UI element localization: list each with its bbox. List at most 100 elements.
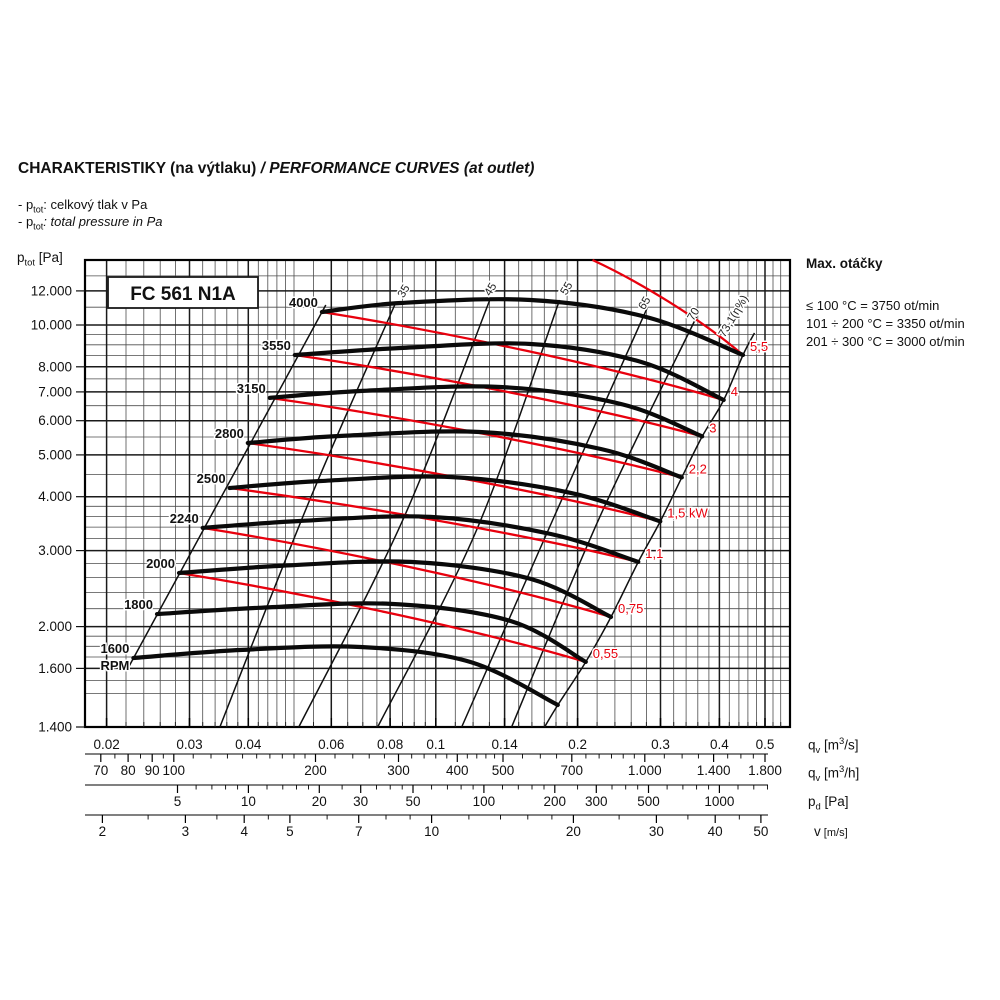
svg-text:700: 700: [561, 763, 584, 778]
svg-text:8.000: 8.000: [38, 359, 72, 374]
power-label: 0,55: [593, 646, 618, 661]
svg-text:500: 500: [637, 794, 660, 809]
svg-text:30: 30: [649, 824, 664, 839]
fan-curves: [131, 297, 746, 708]
svg-text:1.000: 1.000: [628, 763, 662, 778]
svg-text:0.03: 0.03: [176, 737, 202, 752]
power-curve: [178, 571, 587, 664]
x-axis-v_ms: 2 3 4 5 7 10 20 30 40 50: [85, 814, 768, 839]
rpm-label: 3150: [237, 381, 266, 396]
rpm-unit-label: RPM: [101, 658, 130, 673]
svg-text:20: 20: [566, 824, 581, 839]
svg-text:0.1: 0.1: [426, 737, 445, 752]
svg-text:50: 50: [753, 824, 768, 839]
svg-text:0.02: 0.02: [93, 737, 119, 752]
x-axis-qv_m3h: 70 80 90 100 200 300 400 500 700 1.000 1.400 1.800: [85, 753, 782, 778]
svg-text:50: 50: [405, 794, 420, 809]
svg-text:70: 70: [93, 763, 108, 778]
model-label-box: FC 561 N1A: [107, 276, 259, 309]
rpm-label: 4000: [289, 295, 318, 310]
ptot-axis-title: ptot [Pa]: [17, 250, 63, 269]
surge-line: [127, 304, 327, 669]
rpm-label: 2000: [146, 556, 175, 571]
fan-curve-1600: [131, 644, 560, 708]
rpm-label: 3550: [262, 338, 291, 353]
svg-text:5: 5: [174, 794, 182, 809]
fan-curve-3550: [292, 341, 726, 403]
curve-labels: 1600 RPM 1800 2000 2240 2500 2800 3150 3550 4000 0…: [99, 279, 770, 675]
svg-text:2: 2: [99, 824, 107, 839]
svg-text:4: 4: [240, 824, 248, 839]
power-label: 2,2: [689, 461, 707, 476]
power-label: 4: [731, 384, 738, 399]
svg-text:300: 300: [387, 763, 410, 778]
fan-curve-2500: [227, 474, 663, 524]
svg-text:1.800: 1.800: [748, 763, 782, 778]
svg-text:1.400: 1.400: [38, 720, 72, 735]
rpm-label: 1800: [124, 597, 153, 612]
fan-curve-4000: [319, 297, 746, 358]
svg-text:0.14: 0.14: [491, 737, 518, 752]
svg-text:0.3: 0.3: [651, 737, 670, 752]
svg-text:80: 80: [121, 763, 136, 778]
flow-m3s-axis-title: qv [m3/s]: [808, 736, 859, 757]
svg-text:3: 3: [182, 824, 190, 839]
page-title-cz: CHARAKTERISTIKY (na výtlaku): [18, 160, 257, 177]
flow-m3h-axis-title: qv [m3/h]: [808, 764, 860, 785]
svg-text:2.000: 2.000: [38, 619, 72, 634]
efficiency-label: 73,1(η%): [717, 293, 751, 339]
efficiency-label: 45: [483, 281, 500, 298]
svg-text:0.08: 0.08: [377, 737, 403, 752]
svg-text:6.000: 6.000: [38, 413, 72, 428]
page-title: CHARAKTERISTIKY (na výtlaku) / PERFORMAN…: [18, 160, 534, 178]
svg-text:0.04: 0.04: [235, 737, 262, 752]
efficiency-line: [510, 316, 698, 728]
max-speed-line-1: ≤ 100 °C = 3750 ot/min: [806, 298, 940, 313]
power-curve: [229, 486, 639, 564]
efficiency-line: [298, 299, 491, 728]
efficiency-label: 65: [637, 295, 654, 312]
power-curve: [592, 258, 744, 356]
fan-curve-1800: [154, 601, 588, 664]
svg-text:7.000: 7.000: [38, 384, 72, 399]
rpm-label: 2800: [215, 426, 244, 441]
efficiency-label: 70: [685, 306, 702, 323]
page-title-en: / PERFORMANCE CURVES (at outlet): [256, 160, 535, 177]
efficiency-label: 35: [396, 283, 413, 300]
svg-text:4.000: 4.000: [38, 489, 72, 504]
fan-curve-3150: [267, 384, 705, 439]
svg-text:3.000: 3.000: [38, 543, 72, 558]
power-label: 3: [709, 420, 716, 435]
svg-text:7: 7: [355, 824, 363, 839]
svg-text:0.4: 0.4: [710, 737, 729, 752]
svg-text:20: 20: [312, 794, 327, 809]
svg-text:100: 100: [163, 763, 186, 778]
fan-curve-2240: [200, 514, 641, 564]
svg-text:500: 500: [492, 763, 515, 778]
rpm-label: 1600: [100, 641, 129, 656]
svg-text:1.400: 1.400: [697, 763, 731, 778]
svg-text:40: 40: [708, 824, 723, 839]
velocity-axis-title: v [m/s]: [814, 824, 848, 839]
y-axis-labels: 12.000 10.000 8.000 7.000 6.000 5.000 4.000 3.0…: [31, 283, 85, 735]
power-label: 0,75: [618, 601, 643, 616]
rpm-label: 2240: [170, 511, 199, 526]
x-axis-flow-m3s: 0.02 0.03 0.04 0.06 0.08 0.1 0.14 0.2 0.3 0.4 0.5: [93, 718, 782, 752]
svg-text:1.600: 1.600: [38, 661, 72, 676]
bullet-ptot-en: - ptot: total pressure in Pa: [18, 214, 163, 232]
svg-text:10: 10: [241, 794, 256, 809]
svg-text:12.000: 12.000: [31, 283, 72, 298]
efficiency-label: 55: [559, 280, 576, 297]
pd-axis-title: pd [Pa]: [808, 794, 849, 813]
svg-text:30: 30: [353, 794, 368, 809]
svg-text:0.06: 0.06: [318, 737, 344, 752]
rpm-label: 2500: [197, 471, 226, 486]
svg-text:200: 200: [544, 794, 567, 809]
power-curve: [321, 310, 725, 402]
svg-text:1000: 1000: [704, 794, 734, 809]
fan-curve-2800: [245, 429, 684, 480]
max-speed-line-3: 201 ÷ 300 °C = 3000 ot/min: [806, 334, 965, 349]
svg-text:300: 300: [585, 794, 608, 809]
